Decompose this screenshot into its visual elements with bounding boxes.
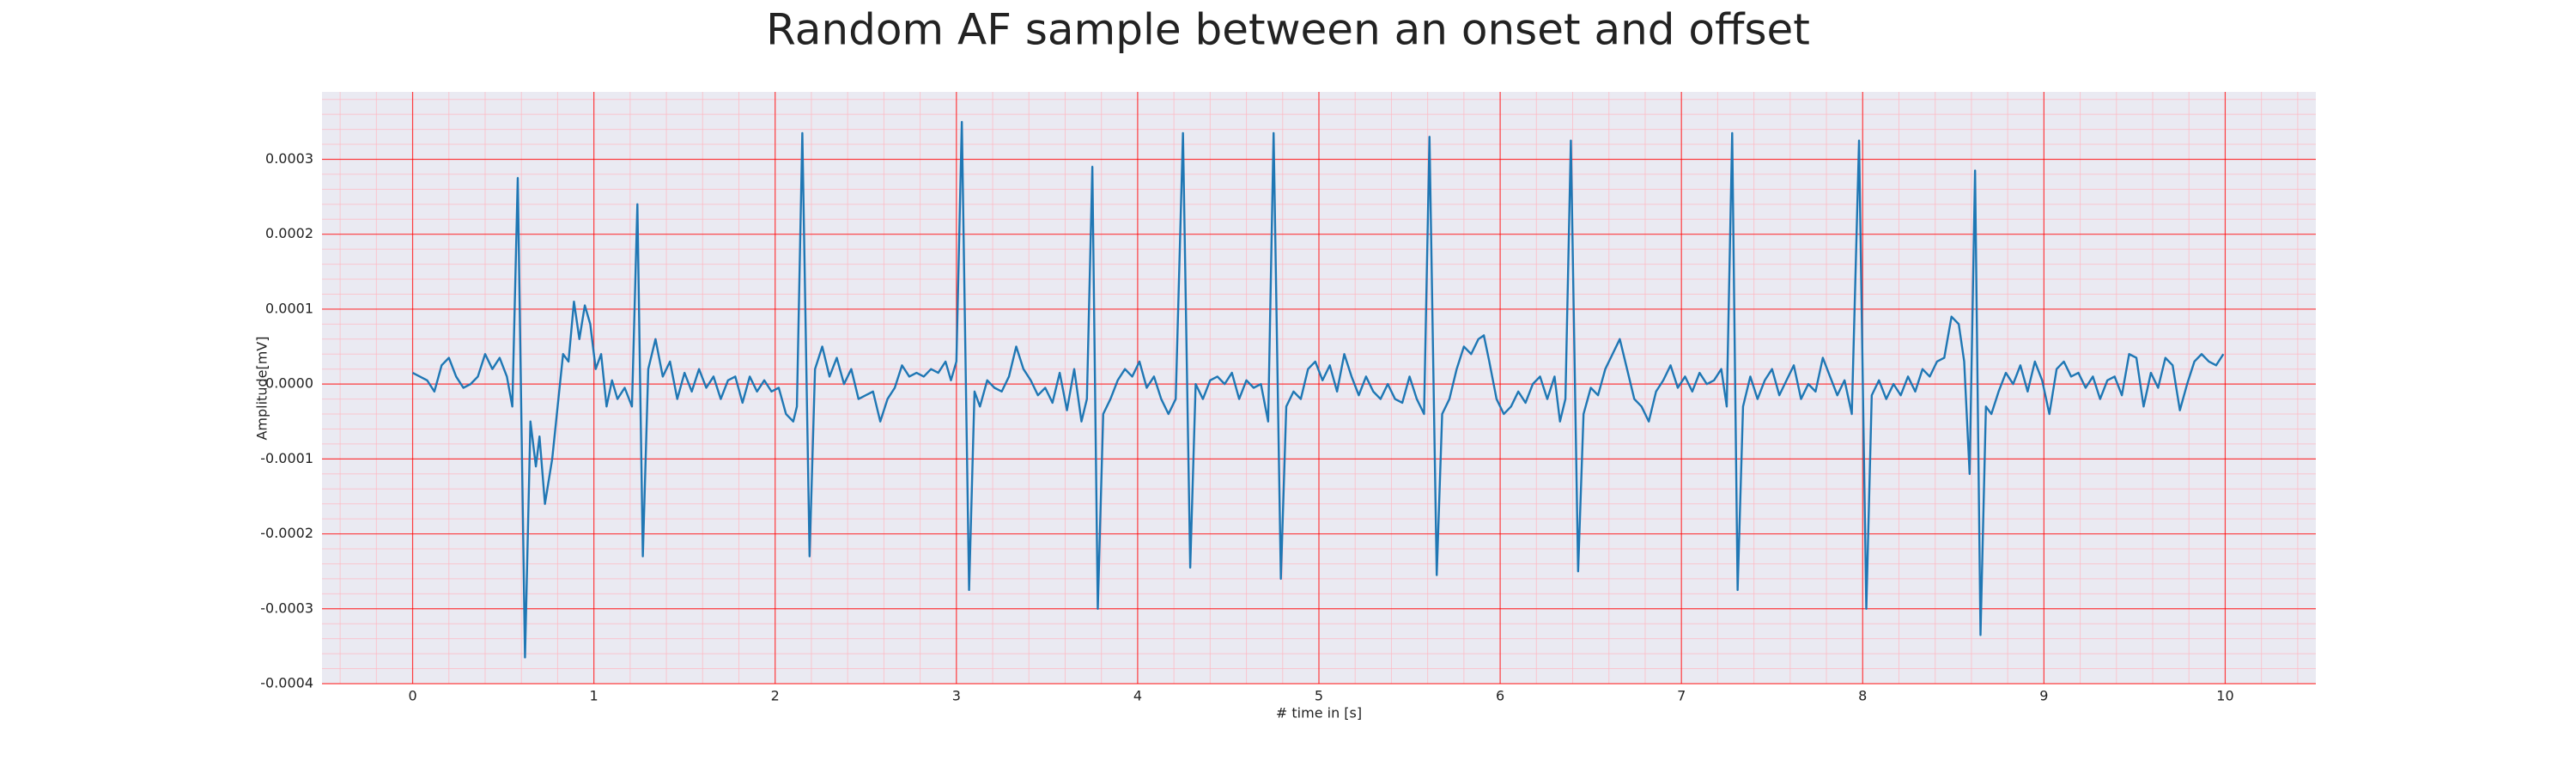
x-tick-label: 4 (1133, 688, 1142, 704)
y-tick-label: 0.0003 (265, 150, 313, 167)
signal-line (411, 120, 2225, 659)
y-tick-label: -0.0004 (260, 675, 313, 691)
x-tick-label: 9 (2039, 688, 2048, 704)
y-tick-label: -0.0002 (260, 525, 313, 541)
y-tick-label: 0.0000 (265, 375, 313, 392)
x-axis-label: # time in [s] (1276, 705, 1362, 721)
y-tick-label: -0.0001 (260, 450, 313, 466)
x-tick-label: 8 (1858, 688, 1867, 704)
x-tick-label: 7 (1677, 688, 1686, 704)
x-tick-label: 10 (2216, 688, 2233, 704)
x-tick-label: 2 (771, 688, 780, 704)
y-tick-label: -0.0003 (260, 600, 313, 616)
x-tick-label: 0 (408, 688, 416, 704)
y-tick-label: 0.0002 (265, 225, 313, 241)
x-tick-label: 3 (952, 688, 961, 704)
x-tick-label: 1 (590, 688, 598, 704)
x-tick-label: 6 (1496, 688, 1504, 704)
chart-title: Random AF sample between an onset and of… (766, 5, 1810, 55)
y-axis-label: Amplitude[mV] (254, 336, 270, 440)
x-tick-label: 5 (1315, 688, 1323, 704)
y-tick-label: 0.0001 (265, 300, 313, 316)
